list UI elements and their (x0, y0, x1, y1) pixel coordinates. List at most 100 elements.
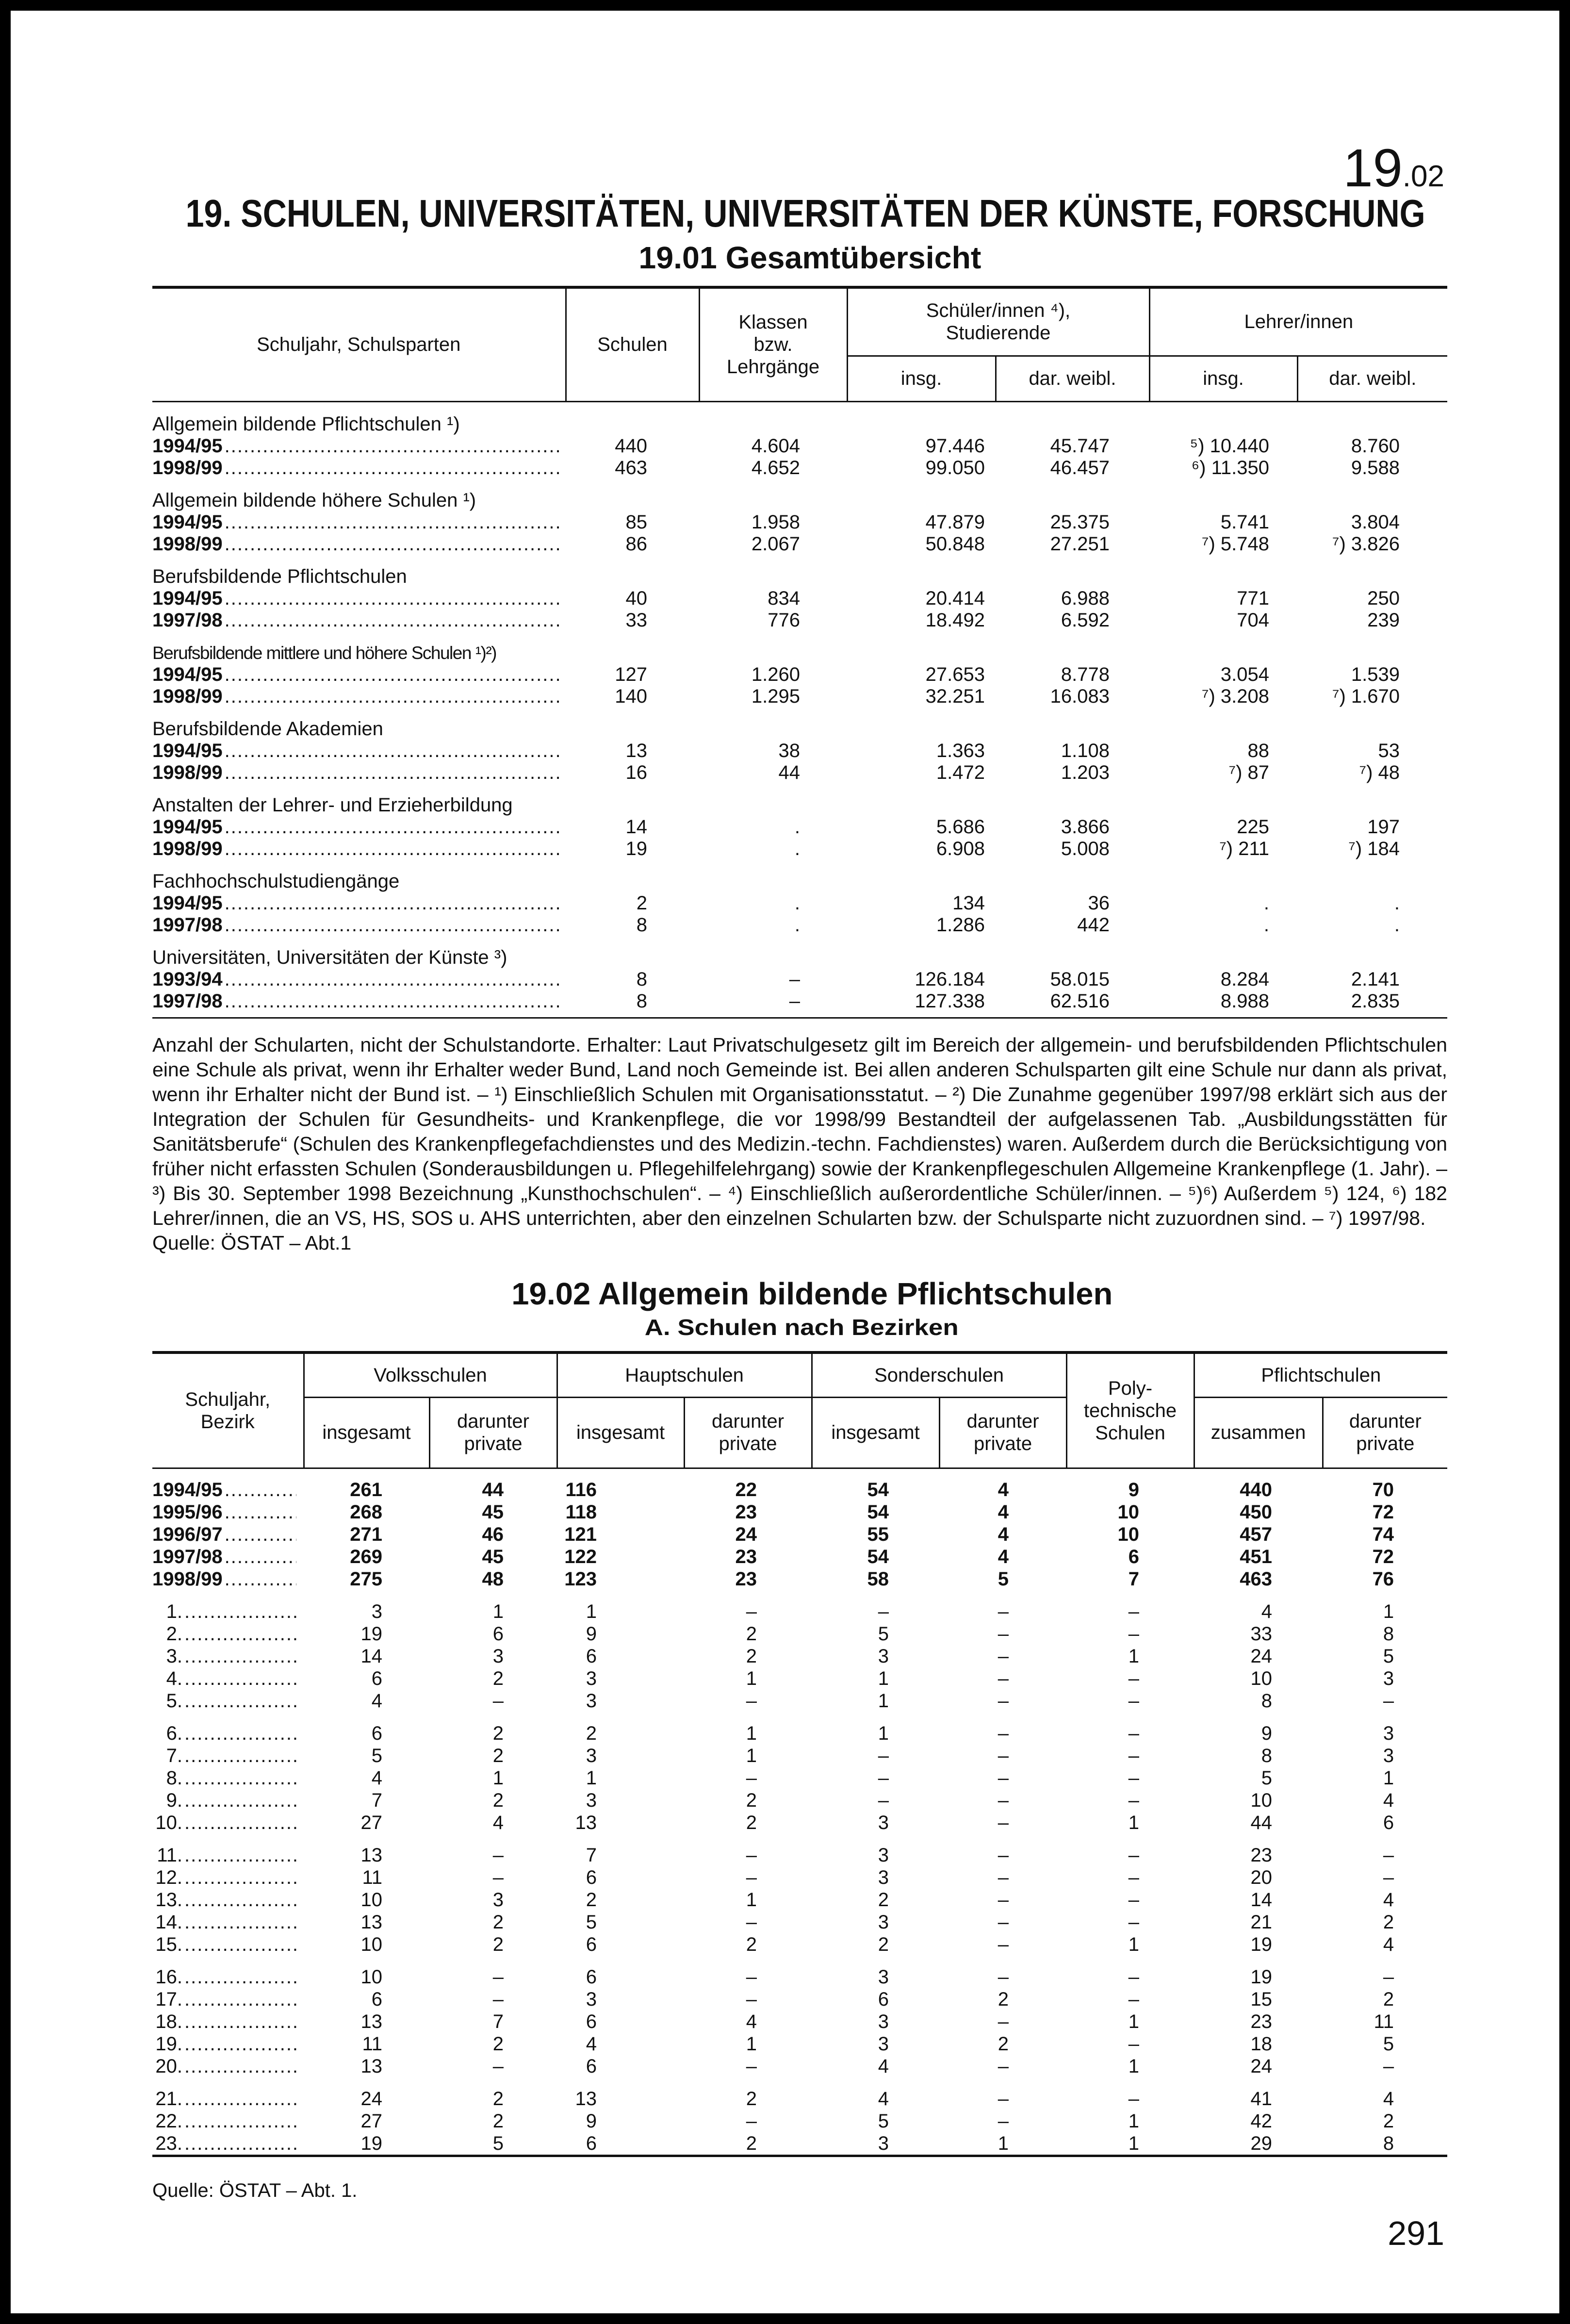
value-cell: 46 (482, 1523, 504, 1545)
value-cell: – (998, 1933, 1009, 1955)
row-name: 1. (166, 1600, 182, 1622)
table-body: 1994/9526144116225449440701995/962684511… (152, 1468, 1447, 2156)
value-cell: 23 (1250, 1844, 1273, 1866)
data-row: 10. 27 4 13 2 3 – 1 44 6 (152, 1812, 1447, 1834)
value-cell: 27.653 (925, 663, 985, 685)
value-cell: 46.457 (1050, 457, 1110, 478)
dot-leader (225, 990, 563, 1012)
row-label: 4. (152, 1667, 296, 1690)
value-cell: 29 (1250, 2132, 1273, 2154)
row-name: 1996/97 (152, 1523, 223, 1545)
group-row: Fachhochschulstudiengänge (152, 871, 1447, 892)
data-row: 1998/99 140 1.295 32.251 16.083 ⁷) 3.208 ⁷) 1.… (152, 686, 1447, 708)
row-label-cell: 1994/95 (152, 511, 566, 533)
value-cell: – (998, 1911, 1009, 1933)
data-row: 12. 11 – 6 – 3 – – 20 – (152, 1866, 1447, 1889)
row-label: 3. (152, 1645, 296, 1667)
year: 1997/98 (152, 609, 223, 631)
row-label: 1994/95 (152, 588, 563, 610)
year: 1994/95 (152, 663, 223, 685)
spacer (152, 1956, 1447, 1966)
value-cell: – (746, 1866, 757, 1888)
value-cell: 5 (492, 2132, 504, 2154)
value-cell: 2 (586, 1722, 597, 1744)
value-cell: – (998, 1645, 1009, 1667)
value-cell: – (746, 1767, 757, 1789)
value-cell: 771 (1237, 587, 1269, 609)
table2-title: 19.02 Allgemein bildende Pflichtschulen (511, 1276, 1113, 1311)
row-name: 11. (157, 1844, 182, 1866)
dot-leader (225, 1568, 296, 1590)
value-cell: 123 (564, 1568, 597, 1590)
row-name: 12. (155, 1866, 182, 1888)
value-cell: 275 (350, 1568, 382, 1590)
row-label: 1995/96 (152, 1501, 296, 1523)
value-cell: 7 (492, 2011, 504, 2032)
value-cell: 442 (1077, 914, 1110, 936)
value-cell: 13 (360, 2011, 383, 2032)
row-label-cell: 20. (152, 2055, 304, 2077)
year: 1994/95 (152, 892, 223, 914)
row-label: 23. (152, 2132, 296, 2155)
value-cell: 1.363 (936, 740, 985, 761)
value-cell: 1 (586, 1767, 597, 1789)
value-cell: 4.652 (751, 457, 800, 478)
data-row: 18. 13 7 6 4 3 – 1 23 11 (152, 2011, 1447, 2033)
value-cell: . (1263, 914, 1269, 936)
value-cell: 4 (746, 2011, 757, 2032)
spacer (152, 479, 1447, 490)
value-cell: 76 (1372, 1568, 1394, 1590)
spacer-cell (152, 1590, 1447, 1600)
value-cell: 2 (746, 1933, 757, 1955)
row-label: 1997/98 (152, 610, 563, 631)
value-cell: ⁷) 48 (1359, 761, 1400, 783)
data-row: 1995/96 268 45 118 23 54 4 10 450 72 (152, 1501, 1447, 1523)
value-cell: 2 (1383, 1911, 1394, 1933)
value-cell: 23 (735, 1568, 757, 1590)
value-cell: 24 (360, 2088, 383, 2110)
table1-title: 19.01 Gesamtübersicht (638, 240, 981, 275)
row-label-cell: 17. (152, 1988, 304, 2011)
spacer (152, 784, 1447, 794)
row-label-cell: 21. (152, 2088, 304, 2110)
value-cell: 8.988 (1220, 990, 1269, 1012)
value-cell: 6 (1128, 1546, 1140, 1567)
row-label-cell: 1994/95 (152, 816, 566, 838)
row-label-cell: 1998/99 (152, 686, 566, 708)
value-cell: 6 (371, 1722, 382, 1744)
row-label-cell: 1994/95 (152, 1479, 304, 1501)
row-label: 1998/99 (152, 457, 563, 479)
value-cell: 5.686 (936, 816, 985, 838)
dot-leader (225, 1479, 296, 1501)
value-cell: 54 (867, 1479, 889, 1500)
value-cell: . (1263, 892, 1269, 914)
value-cell: 45 (482, 1546, 504, 1567)
value-cell: – (998, 2011, 1009, 2032)
value-cell: . (794, 914, 800, 936)
value-cell: 23 (735, 1546, 757, 1567)
value-cell: 55 (867, 1523, 889, 1545)
year: 1994/95 (152, 587, 223, 609)
value-cell: 10 (360, 1966, 383, 1988)
value-cell: ⁷) 211 (1219, 838, 1269, 859)
value-cell: – (998, 1745, 1009, 1766)
value-cell: 11 (362, 2033, 382, 2055)
row-label: 12. (152, 1866, 296, 1889)
value-cell: 85 (625, 511, 648, 533)
data-row: 1994/95 13 38 1.363 1.108 88 53 (152, 740, 1447, 762)
row-name: 7. (166, 1745, 182, 1766)
year: 1998/99 (152, 533, 223, 555)
dot-leader (184, 1844, 296, 1866)
data-row: 1998/99 19. 6.908 5.008 ⁷) 211 ⁷) 184 (152, 838, 1447, 860)
header-cell: insgesamt (556, 1397, 685, 1468)
value-cell: – (1128, 2088, 1140, 2110)
value-cell: 9 (1261, 1722, 1273, 1744)
spacer (152, 1590, 1447, 1600)
row-name: 2. (166, 1623, 182, 1645)
spacer-cell (152, 479, 1447, 490)
data-row: 20. 13 – 6 – 4 – 1 24 – (152, 2055, 1447, 2077)
value-cell: 19 (625, 838, 648, 859)
dot-leader (184, 2011, 296, 2033)
dot-leader (184, 1745, 296, 1767)
header-cell: Klassen bzw. Lehrgänge (698, 287, 847, 401)
